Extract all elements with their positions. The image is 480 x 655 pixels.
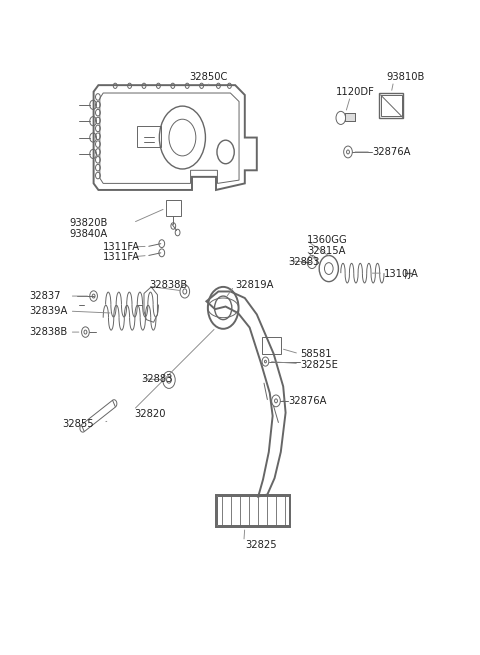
Text: 32876A: 32876A xyxy=(288,396,326,406)
Text: 32876A: 32876A xyxy=(372,147,410,157)
Bar xyxy=(379,93,403,118)
Text: 58581: 58581 xyxy=(300,348,332,359)
Text: 1310JA: 1310JA xyxy=(384,269,419,279)
Text: 32838B: 32838B xyxy=(149,280,187,290)
Bar xyxy=(262,337,281,354)
Bar xyxy=(166,200,181,216)
Text: 93810B: 93810B xyxy=(386,71,425,82)
Text: 32838B: 32838B xyxy=(29,327,67,337)
Text: 1311FA: 1311FA xyxy=(103,242,140,252)
Text: 32825E: 32825E xyxy=(300,360,338,370)
Text: 32850C: 32850C xyxy=(190,71,228,82)
Text: 32883: 32883 xyxy=(288,257,319,267)
Text: 32855: 32855 xyxy=(62,419,94,430)
Text: 93820B: 93820B xyxy=(70,217,108,228)
Text: 1311FA: 1311FA xyxy=(103,252,140,263)
Text: 1360GG: 1360GG xyxy=(307,235,348,246)
Text: 32825: 32825 xyxy=(245,540,276,550)
Text: 93840A: 93840A xyxy=(70,229,108,239)
Text: 32820: 32820 xyxy=(134,409,166,419)
Bar xyxy=(137,126,161,147)
Text: 32815A: 32815A xyxy=(307,246,346,256)
Text: 32819A: 32819A xyxy=(235,280,274,290)
Text: 32837: 32837 xyxy=(29,291,60,301)
Bar xyxy=(345,113,355,121)
Text: 1120DF: 1120DF xyxy=(336,86,374,97)
Text: 32839A: 32839A xyxy=(29,306,67,316)
Bar xyxy=(381,95,402,116)
Text: 32883: 32883 xyxy=(142,373,173,384)
